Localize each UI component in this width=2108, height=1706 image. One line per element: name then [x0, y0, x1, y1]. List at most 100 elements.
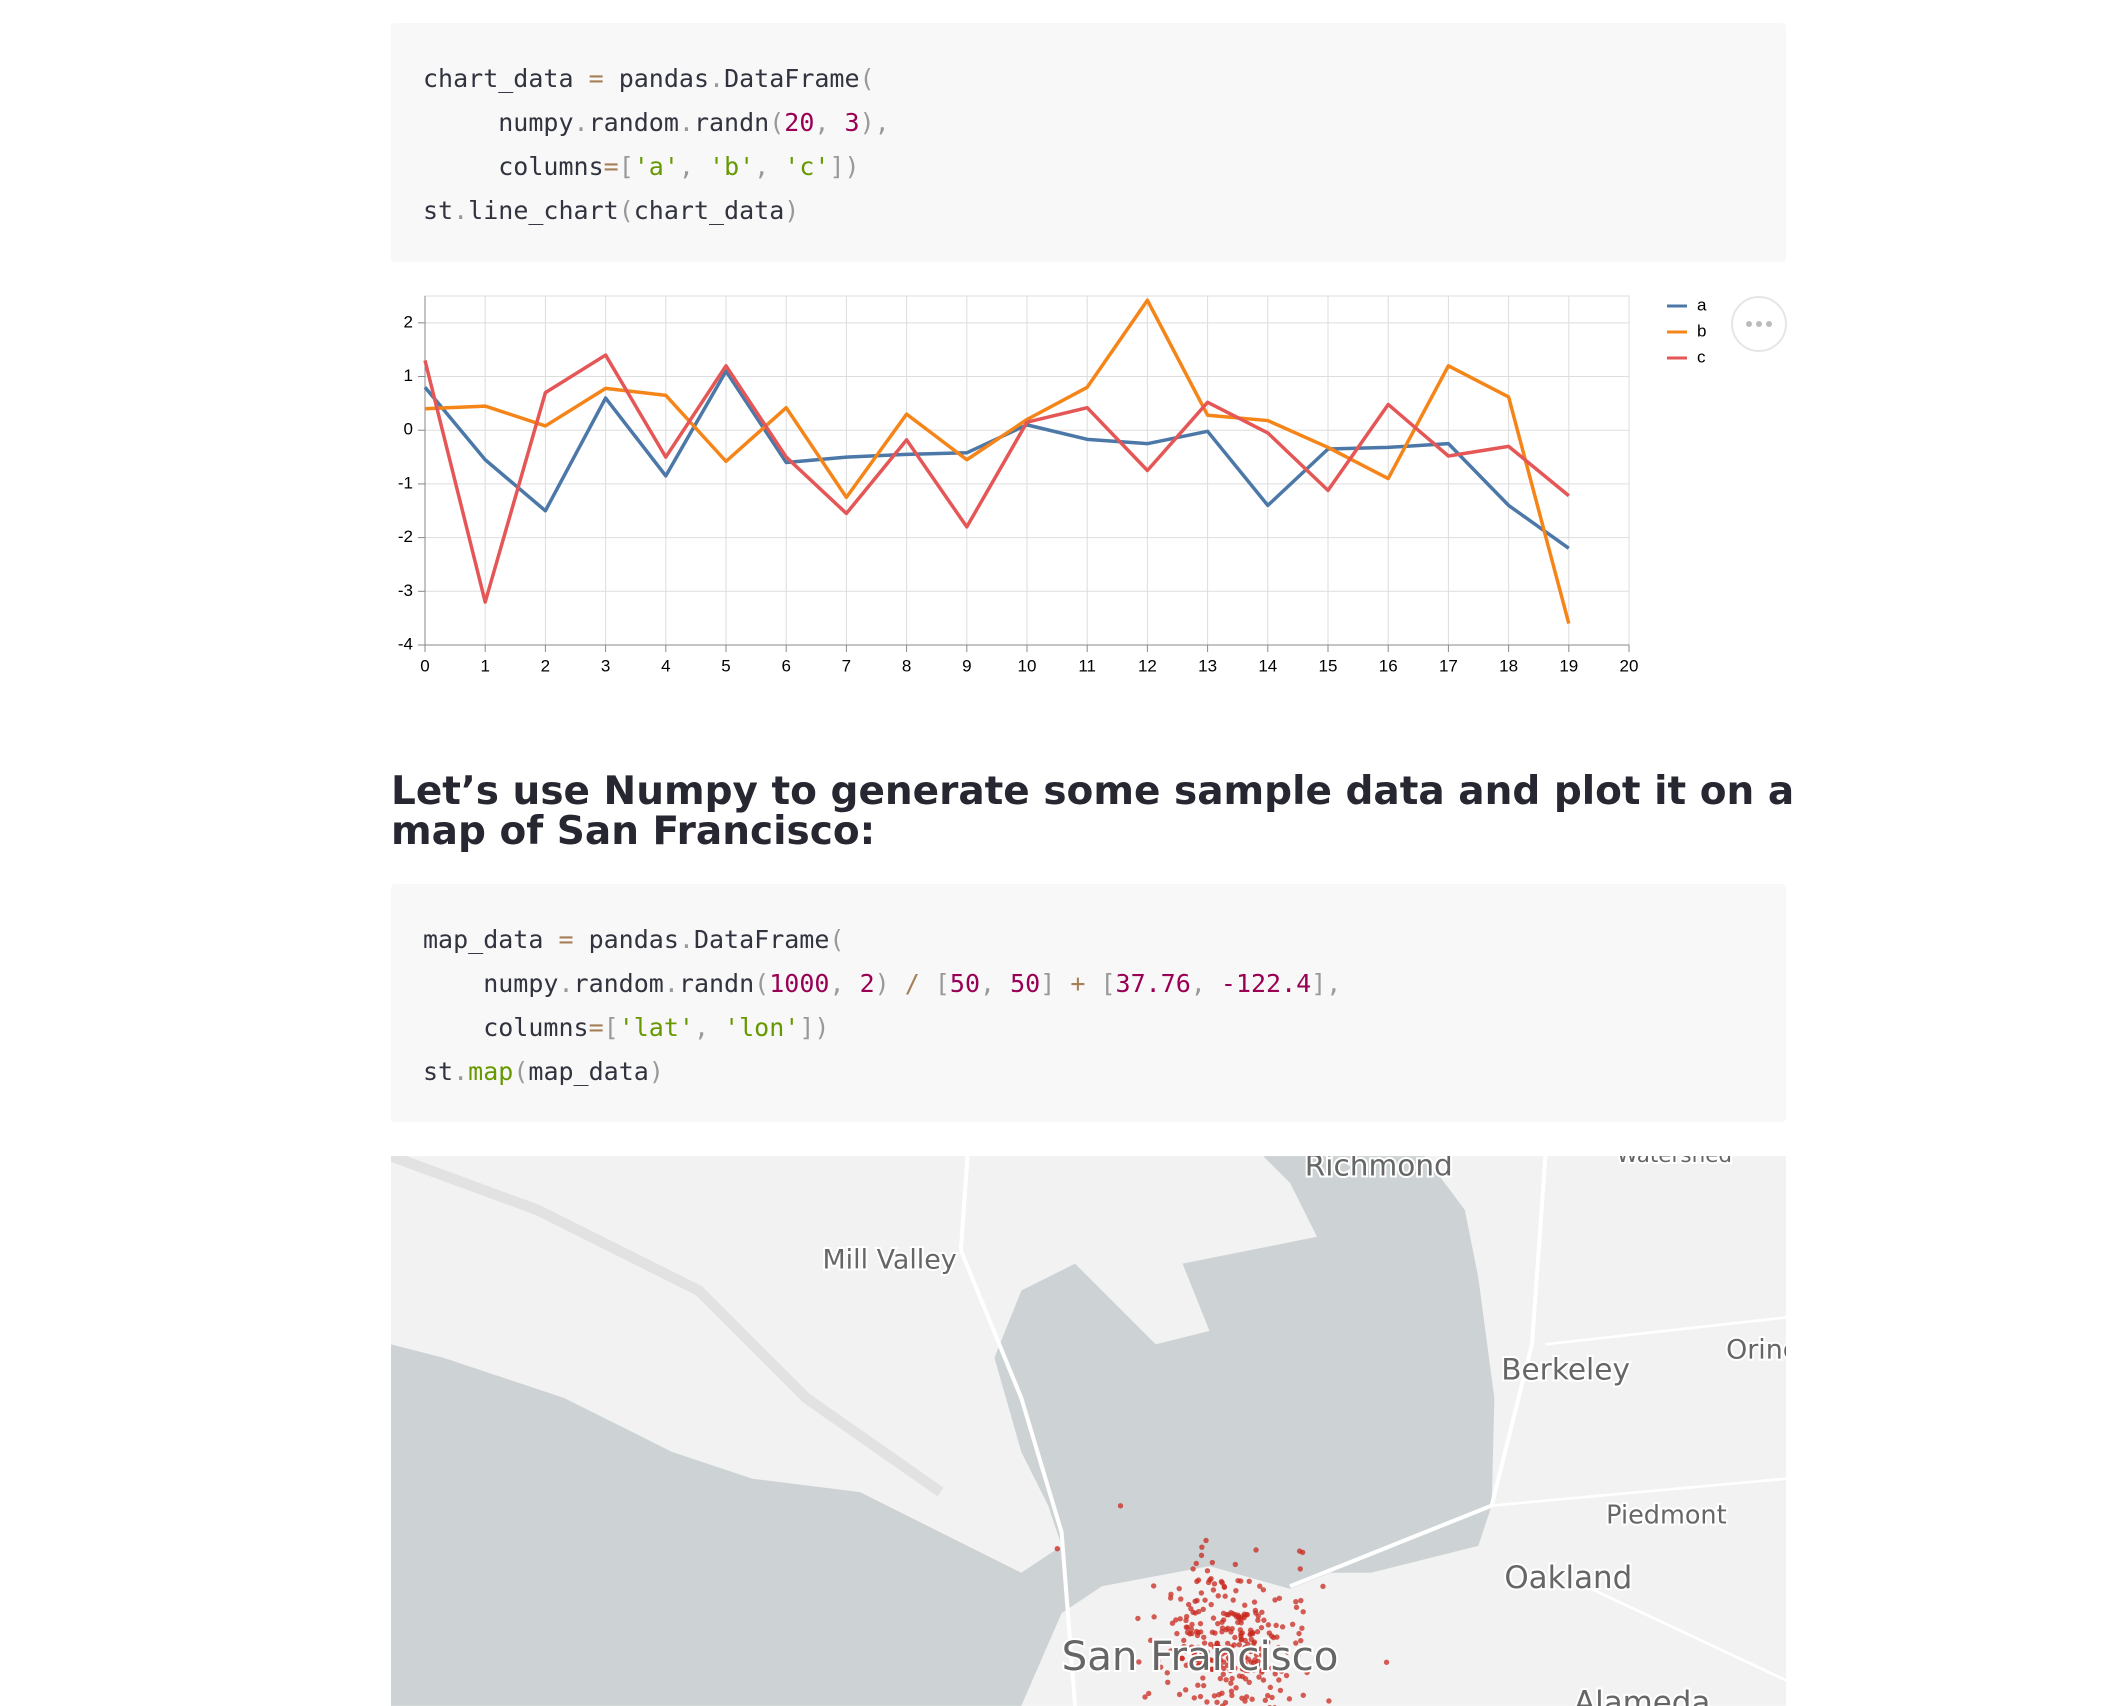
map-point [1253, 1652, 1260, 1658]
code-token: 'c' [784, 152, 830, 181]
code-token: DataFrame [693, 925, 830, 954]
map-point [1276, 1595, 1283, 1601]
code-token: ( [859, 64, 875, 93]
map-point [1218, 1578, 1225, 1585]
map-point [1222, 1593, 1228, 1599]
code-token: pandas [603, 64, 709, 93]
map-point [1258, 1646, 1264, 1652]
x-tick-label: 14 [1258, 656, 1277, 675]
map-point [1220, 1617, 1227, 1623]
code-token: [ [603, 1013, 619, 1042]
y-tick-label: -2 [398, 527, 413, 546]
code-token: + [1070, 969, 1086, 998]
map-point [1191, 1650, 1197, 1656]
map-point [1236, 1641, 1242, 1648]
map-point [1190, 1566, 1196, 1572]
code-line: columns=['lat', 'lon']) [423, 1006, 829, 1050]
map-point [1207, 1641, 1214, 1647]
x-tick-label: 4 [661, 656, 670, 675]
map-point [1242, 1660, 1248, 1667]
x-tick-label: 9 [962, 656, 971, 675]
map-point [1276, 1644, 1282, 1651]
map-points [1054, 1503, 1390, 1706]
map-point [1304, 1669, 1310, 1676]
map-point [1260, 1677, 1267, 1683]
x-tick-label: 6 [781, 656, 790, 675]
map-point [1200, 1682, 1207, 1689]
map-point [1185, 1601, 1192, 1608]
code-token: . [709, 64, 725, 93]
legend-label: b [1697, 321, 1706, 340]
map-point [1225, 1625, 1231, 1632]
code-token: ( [769, 108, 785, 137]
map-point [1299, 1549, 1306, 1556]
code-token: , [829, 969, 860, 998]
code-token: [ [1085, 969, 1116, 998]
map-point [1293, 1604, 1300, 1611]
map-point [1242, 1654, 1249, 1660]
map-point [1232, 1561, 1239, 1568]
map-point [1326, 1698, 1332, 1704]
code-token: chart_data [633, 196, 785, 225]
map-point [1211, 1693, 1218, 1699]
code-token: . [663, 969, 679, 998]
x-tick-label: 10 [1018, 656, 1037, 675]
code-token: line_chart [468, 196, 619, 225]
map-point [1181, 1643, 1187, 1650]
map-point [1219, 1647, 1226, 1653]
code-token: numpy [423, 969, 559, 998]
code-token: map [468, 1057, 514, 1086]
code-line: st.line_chart(chart_data) [423, 189, 799, 233]
map-point [1252, 1657, 1258, 1663]
map-point [1239, 1695, 1245, 1701]
map-point [1283, 1672, 1290, 1679]
code-token: = [558, 925, 574, 954]
map-label: Alameda [1574, 1685, 1710, 1706]
code-token: 50 [949, 969, 981, 998]
map[interactable]: Richmond Watershed Mill Valley Berkeley Orin… [391, 1156, 1786, 1706]
map-point [1263, 1662, 1269, 1668]
x-tick-label: 0 [420, 656, 429, 675]
map-point [1203, 1537, 1209, 1544]
map-point [1183, 1617, 1189, 1624]
code-token: . [453, 1057, 469, 1086]
map-point [1228, 1644, 1235, 1650]
more-button[interactable] [1731, 296, 1787, 352]
code-token: pandas [573, 925, 679, 954]
code-token: 37.76 [1115, 969, 1191, 998]
code-token: , [980, 969, 1011, 998]
map-point [1221, 1665, 1227, 1672]
map-point [1197, 1620, 1204, 1627]
map-point [1289, 1621, 1296, 1627]
road [958, 1156, 1078, 1706]
map-point [1250, 1667, 1257, 1673]
map-point [1219, 1651, 1226, 1657]
map-point [1183, 1648, 1189, 1654]
map-point [1177, 1616, 1183, 1622]
map-point [1278, 1668, 1285, 1674]
map-point [1300, 1609, 1306, 1615]
map-point [1157, 1664, 1164, 1670]
map-point [1255, 1617, 1261, 1623]
map-point [1296, 1630, 1302, 1637]
map-point [1242, 1602, 1248, 1608]
map-point [1208, 1666, 1215, 1673]
map-point [1272, 1597, 1278, 1603]
map-point [1165, 1679, 1171, 1685]
map-point [1225, 1640, 1231, 1647]
map-point [1193, 1560, 1199, 1567]
y-tick-label: 0 [404, 420, 413, 439]
code-token: 'a' [633, 152, 679, 181]
code-token: st [423, 196, 454, 225]
map-point [1204, 1699, 1210, 1705]
x-tick-label: 18 [1499, 656, 1518, 675]
map-point [1256, 1674, 1262, 1680]
map-point [1150, 1583, 1157, 1589]
map-point [1192, 1645, 1198, 1651]
map-point [1173, 1617, 1179, 1623]
x-tick-label: 20 [1620, 656, 1639, 675]
series-line [424, 298, 1571, 624]
map-point [1198, 1552, 1205, 1558]
map-point [1196, 1608, 1202, 1615]
